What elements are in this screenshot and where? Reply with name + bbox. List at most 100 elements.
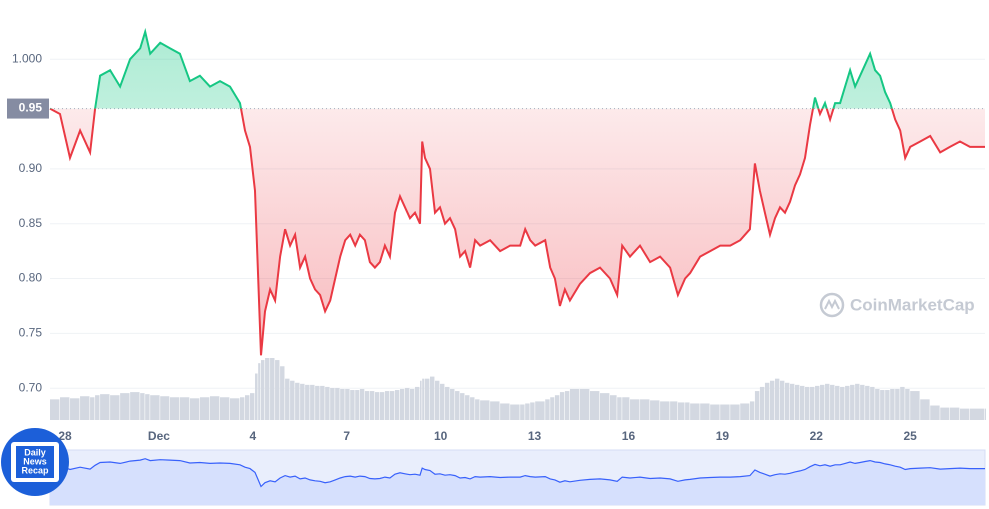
volume-bar — [774, 378, 780, 420]
volume-bar — [630, 399, 640, 420]
badge-text: News — [23, 456, 47, 466]
volume-bar — [435, 380, 440, 420]
volume-bar — [959, 408, 970, 420]
price — [49, 27, 985, 356]
volume-bar — [880, 390, 885, 420]
volume-bar — [295, 382, 300, 420]
navigator-area — [50, 458, 985, 505]
volume-bar — [189, 398, 200, 420]
volume-bar — [414, 386, 420, 420]
area-down — [50, 108, 985, 356]
volume-bar — [160, 396, 170, 420]
volume-bar — [650, 400, 660, 420]
volume-bar — [985, 408, 986, 420]
y-tick-label: 0.90 — [19, 161, 43, 175]
volume-bar — [345, 389, 350, 420]
volume-bar — [554, 395, 560, 420]
volume-bar — [450, 389, 455, 420]
badge-text: Recap — [21, 465, 49, 475]
volume-bar — [340, 389, 345, 420]
volume-bar — [209, 396, 220, 420]
volume-bar — [140, 393, 145, 420]
volume-bar — [764, 382, 770, 420]
volume-bar — [280, 366, 285, 420]
volume-bar — [430, 376, 435, 420]
volume-bar — [754, 391, 760, 420]
x-tick-label: 13 — [528, 429, 542, 443]
volume-bar — [260, 360, 265, 420]
volume-bar — [710, 404, 720, 420]
volume-bar — [265, 358, 270, 420]
volume-bar — [130, 392, 140, 420]
volume-bar — [550, 397, 555, 420]
volume-bar — [179, 397, 190, 420]
watermark-logo-mark — [824, 298, 840, 310]
volume-bar — [290, 380, 295, 420]
volume-bar — [670, 401, 678, 420]
volume-bar — [305, 384, 310, 420]
volume-bar — [100, 394, 110, 420]
volume-bar — [425, 378, 430, 420]
volume-bar — [622, 397, 630, 420]
volume-bar — [830, 384, 835, 420]
volume-bar — [794, 384, 800, 420]
volume-bar — [245, 395, 250, 420]
volume-bar — [845, 385, 850, 420]
volume-bar — [599, 393, 610, 420]
volume-bar — [455, 391, 460, 420]
volume-bar — [840, 386, 845, 420]
volume-bar — [465, 395, 470, 420]
volume-bar — [364, 391, 370, 420]
volume-bar — [640, 399, 650, 420]
volume-bar — [258, 363, 261, 420]
volume-bar — [905, 389, 910, 420]
volume-bar — [815, 385, 820, 420]
volume-bar — [315, 385, 320, 420]
volume-bar — [520, 404, 525, 420]
volume-bar — [255, 373, 258, 420]
volume-bar — [320, 385, 325, 420]
volume-bar — [285, 378, 290, 420]
volume-bar — [779, 380, 785, 420]
volume-bar — [730, 404, 740, 420]
volume-bar — [110, 395, 120, 420]
volume-bar — [690, 403, 700, 420]
x-tick-label: 19 — [716, 429, 730, 443]
volume-bar — [617, 397, 622, 420]
volume-bar — [359, 389, 365, 420]
volume-bar — [394, 390, 400, 420]
volume-bar — [350, 390, 355, 420]
volume-bar — [559, 392, 565, 420]
volume-bar — [60, 397, 70, 420]
volume-bar — [145, 394, 150, 420]
watermark-text: CoinMarketCap — [850, 295, 975, 314]
volume-bar — [589, 391, 600, 420]
volume-bar — [564, 391, 570, 420]
volume-bar — [530, 402, 535, 420]
navigator-line — [49, 458, 985, 488]
volume-bar — [404, 387, 410, 420]
y-tick-label: 0.75 — [19, 326, 43, 340]
volume-bar — [969, 408, 985, 420]
volume-bar — [460, 393, 465, 420]
volume-bar — [855, 383, 860, 420]
volume-bar — [419, 380, 422, 420]
volume-bar — [720, 404, 730, 420]
volume-bar — [700, 403, 710, 420]
volume-bar — [330, 387, 335, 420]
x-tick-label: Dec — [148, 429, 170, 443]
watermark: CoinMarketCap — [819, 292, 975, 318]
volume-bar — [860, 384, 865, 420]
volume-bar — [470, 397, 475, 420]
y-tick-label: 0.85 — [19, 216, 43, 230]
volume-bar — [384, 391, 390, 420]
volume-bar — [490, 401, 500, 420]
volume-bar — [875, 389, 880, 420]
volume-bar — [949, 407, 960, 420]
volume-bar — [229, 398, 240, 420]
volume-bar — [835, 385, 840, 420]
volume-bar — [784, 382, 790, 420]
volume-bar — [270, 358, 275, 420]
volume-bar — [335, 387, 340, 420]
